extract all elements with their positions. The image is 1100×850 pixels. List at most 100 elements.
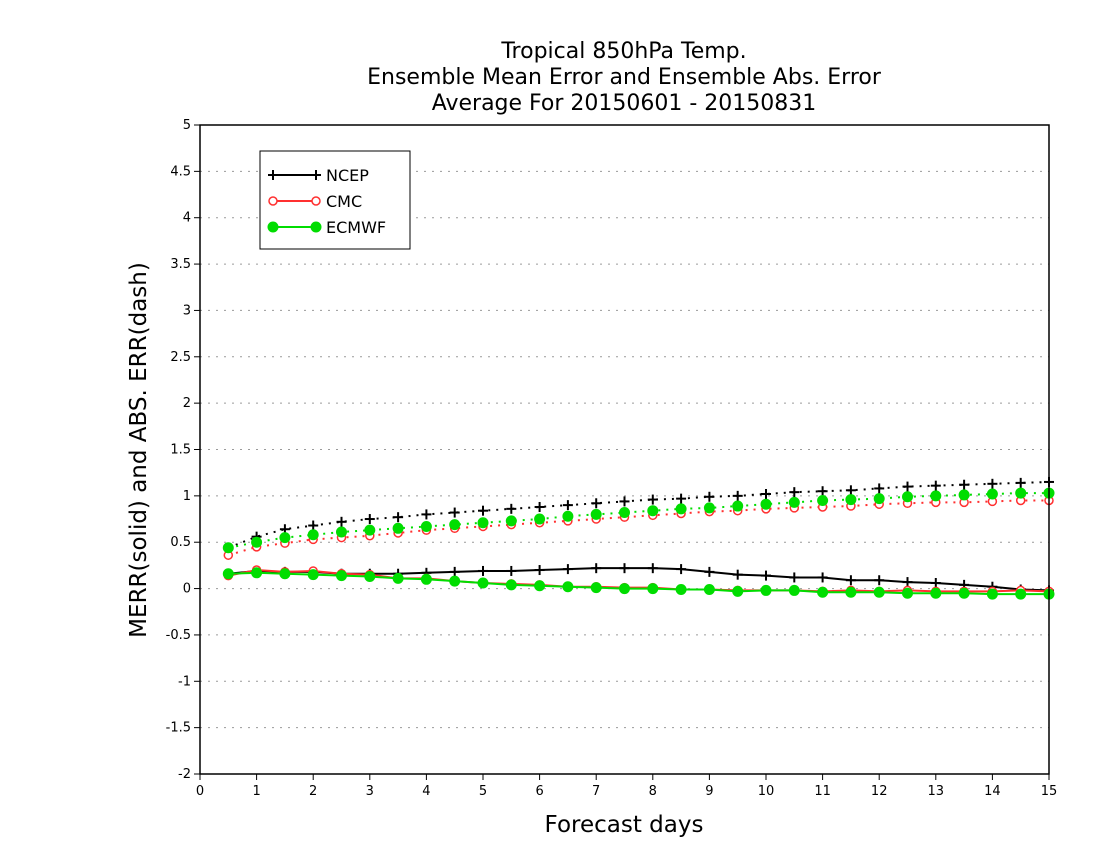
- y-tick-label: -1: [178, 674, 191, 689]
- series-cmc-abs-error-line: [228, 499, 1049, 557]
- series-ncep-abs-error-point: [647, 494, 658, 505]
- y-tick-label: 3: [183, 303, 191, 318]
- series-ecmwf-abs-error-point: [930, 490, 942, 502]
- series-ncep-mean-error-point: [817, 572, 828, 583]
- series-ecmwf-abs-error-point: [562, 510, 574, 522]
- x-tick-label: 15: [1041, 784, 1058, 799]
- x-tick-label: 1: [252, 784, 260, 799]
- series-ecmwf-mean-error-point: [760, 584, 772, 596]
- series-layer: [222, 476, 1055, 600]
- series-ecmwf-mean-error-point: [817, 586, 829, 598]
- x-tick-label: 9: [705, 784, 713, 799]
- series-ecmwf-abs-error-point: [619, 507, 630, 519]
- series-ecmwf-mean-error-point: [279, 568, 291, 580]
- x-tick-label: 8: [649, 784, 657, 799]
- series-ncep-abs-error-point: [845, 485, 856, 496]
- series-ecmwf-abs-error-point: [817, 494, 829, 506]
- series-ncep-mean-error-point: [534, 565, 545, 576]
- series-ecmwf-mean-error-point: [647, 583, 659, 595]
- series-ecmwf-mean-error-point: [590, 582, 602, 594]
- series-ncep-abs-error-point: [591, 498, 602, 509]
- series-ncep-abs-error-point: [506, 503, 517, 514]
- x-tick-label: 10: [758, 784, 775, 799]
- y-tick-label: 0.5: [170, 535, 191, 550]
- series-ecmwf-mean-error-point: [958, 587, 970, 599]
- legend-label: NCEP: [326, 166, 369, 185]
- legend-label: CMC: [326, 192, 362, 211]
- y-axis: -2 -1.5 -1 -0.5 0 0.5 1 1.5 2 2.5 3 3.5 4 4.5 5: [166, 118, 200, 782]
- series-ecmwf-mean-error-point: [534, 580, 546, 592]
- series-ncep-abs-error-point: [732, 490, 743, 501]
- series-ncep-abs-error-point: [421, 509, 432, 520]
- series-ecmwf-mean-error-point: [1015, 588, 1027, 600]
- series-ncep-mean-error-point: [845, 575, 856, 586]
- series-ecmwf-abs-error-point: [590, 508, 602, 520]
- series-ncep-abs-error-point: [676, 493, 687, 504]
- series-ecmwf-abs-error-point: [675, 503, 687, 515]
- series-ncep-abs-error-point: [308, 520, 319, 531]
- x-tick-label: 13: [928, 784, 945, 799]
- chart-title-line-1: Tropical 850hPa Temp.: [500, 39, 746, 64]
- legend-label: ECMWF: [326, 218, 386, 237]
- series-ncep-mean-error-point: [619, 563, 630, 574]
- legend-swatch-marker: [268, 196, 278, 206]
- x-tick-label: 3: [366, 784, 374, 799]
- x-tick-label: 7: [592, 784, 600, 799]
- series-ncep-mean-error-point: [930, 578, 941, 589]
- series-ncep-abs-error-point: [874, 483, 885, 494]
- series-ecmwf-mean-error-point: [364, 571, 376, 583]
- series-ecmwf-abs-error-point: [534, 513, 546, 525]
- series-ecmwf-mean-error-point: [930, 587, 942, 599]
- series-ecmwf-mean-error-point: [392, 572, 404, 584]
- series-ecmwf-abs-error-point: [449, 519, 461, 531]
- legend-swatch-marker: [310, 221, 322, 233]
- series-ncep-mean-error-point: [902, 577, 913, 588]
- series-ncep-mean-error-point: [732, 569, 743, 580]
- chart-title-line-3: Average For 20150601 - 20150831: [432, 91, 817, 116]
- series-ecmwf-mean-error-point: [675, 583, 687, 595]
- y-tick-label: 1.5: [170, 443, 191, 458]
- y-tick-label: 2: [183, 396, 191, 411]
- series-ncep-abs-error-point: [817, 486, 828, 497]
- series-ncep-abs-error-point: [761, 489, 771, 500]
- series-ecmwf-abs-error-point: [222, 542, 234, 554]
- series-ecmwf-abs-error-point: [873, 493, 885, 505]
- series-ecmwf-abs-error-point: [703, 502, 715, 514]
- series-ncep-mean-error-point: [449, 566, 460, 577]
- grid-lines: [200, 170, 1049, 729]
- series-ecmwf: [222, 487, 1055, 600]
- series-ecmwf-mean-error-point: [477, 577, 489, 589]
- series-ncep-abs-error-point: [449, 507, 460, 518]
- series-ecmwf-mean-error-point: [505, 579, 517, 591]
- series-ecmwf-abs-error-point: [647, 505, 659, 517]
- series-ecmwf-abs-error-point: [279, 532, 291, 544]
- series-cmc: [223, 495, 1054, 597]
- series-ecmwf-mean-error-point: [619, 583, 630, 595]
- series-ncep-abs-error-point: [393, 512, 404, 523]
- y-tick-label: 4: [183, 211, 191, 226]
- y-tick-label: 2.5: [170, 350, 191, 365]
- series-ncep-abs-error-point: [1015, 477, 1026, 488]
- x-axis-label: Forecast days: [545, 812, 704, 838]
- y-tick-label: 1: [183, 489, 191, 504]
- series-ecmwf-abs-error-point: [392, 522, 404, 534]
- series-ncep-abs-error-point: [789, 487, 800, 498]
- y-axis-label: MERR(solid) and ABS. ERR(dash): [126, 262, 152, 638]
- series-ecmwf-mean-error-point: [307, 569, 319, 581]
- legend-swatch-marker: [311, 196, 321, 206]
- series-ncep-abs-error-point: [364, 514, 375, 525]
- series-ecmwf-abs-error-point: [760, 498, 772, 510]
- series-ecmwf-abs-error-line: [228, 492, 1049, 549]
- series-ncep-abs-error-point: [902, 481, 913, 492]
- series-ncep-mean-error-point: [874, 575, 885, 586]
- series-ncep-abs-error-line: [227, 480, 1050, 549]
- series-ncep-mean-error-point: [647, 563, 658, 574]
- series-ncep-mean-error-point: [591, 563, 602, 574]
- series-ncep-abs-error-point: [562, 500, 573, 511]
- series-ecmwf-mean-error-point: [732, 585, 744, 597]
- series-ecmwf-abs-error-point: [420, 520, 432, 532]
- legend-item-ncep: NCEP: [268, 166, 369, 185]
- chart-title-line-2: Ensemble Mean Error and Ensemble Abs. Er…: [367, 65, 882, 90]
- series-ecmwf-abs-error-point: [251, 536, 263, 548]
